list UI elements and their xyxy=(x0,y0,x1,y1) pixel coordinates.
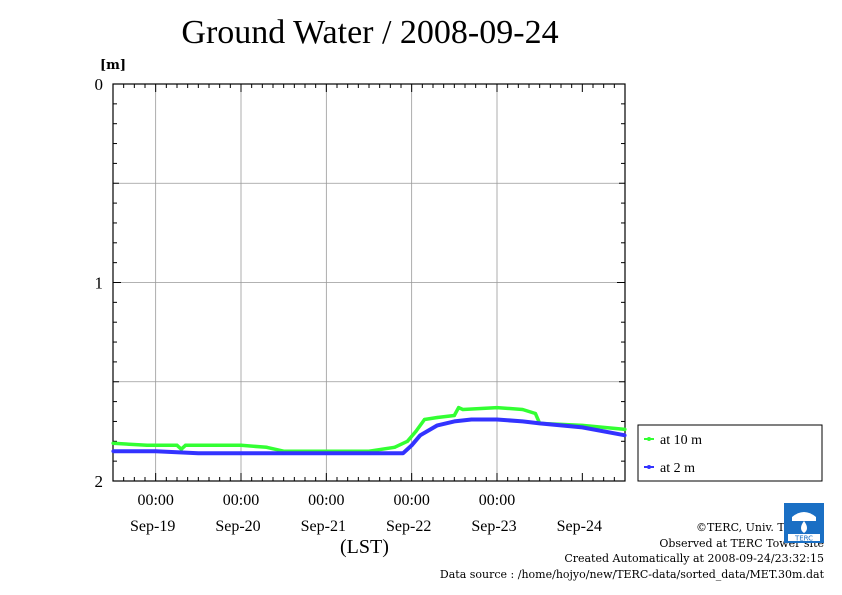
data-point xyxy=(623,427,627,431)
data-point xyxy=(179,447,183,451)
x-date-label: Sep-23 xyxy=(471,518,516,535)
y-tick-label: 0 xyxy=(95,75,104,94)
data-point xyxy=(418,433,422,437)
data-point xyxy=(495,417,499,422)
x-tick-label: 00:00 xyxy=(137,492,173,509)
copyright-text: ©TERC, Univ. Tsukuba xyxy=(695,521,824,534)
created-text: Created Automatically at 2008-09-24/23:3… xyxy=(564,552,824,565)
x-tick-label: 00:00 xyxy=(308,492,344,509)
data-point xyxy=(154,449,158,453)
x-date-label: Sep-19 xyxy=(130,518,175,535)
data-point xyxy=(533,411,538,416)
data-point xyxy=(111,449,115,453)
data-point xyxy=(410,443,414,447)
y-axis-unit-label: [m] xyxy=(100,58,127,73)
data-point xyxy=(435,415,439,420)
data-point xyxy=(538,421,542,426)
time-zone-label: (LST) xyxy=(340,536,389,558)
terc-logo-icon: TERC xyxy=(784,503,824,543)
legend-box xyxy=(637,424,823,482)
data-point xyxy=(521,407,525,412)
data-point xyxy=(213,443,217,447)
chart-title: Ground Water / 2008-09-24 xyxy=(181,14,559,51)
data-point xyxy=(422,417,427,422)
data-point xyxy=(239,451,243,455)
data-point xyxy=(324,451,328,455)
x-date-label: Sep-22 xyxy=(386,518,431,535)
data-point xyxy=(239,443,243,447)
observed-text: Observed at TERC Tower site xyxy=(659,536,824,550)
data-point xyxy=(457,405,461,410)
series-line-at-2m xyxy=(113,417,626,456)
legend-marker xyxy=(647,465,651,469)
y-tick-label: 2 xyxy=(95,472,104,491)
legend-label: at 10 m xyxy=(660,433,702,448)
data-source-text: Data source : /home/hojyo/new/TERC-data/… xyxy=(439,567,824,581)
data-point xyxy=(111,441,115,445)
data-point xyxy=(183,443,188,447)
legend-marker xyxy=(647,437,651,441)
y-tick-label: 1 xyxy=(95,274,104,293)
x-tick-label: 00:00 xyxy=(393,492,429,509)
data-point xyxy=(393,445,397,449)
x-date-label: Sep-20 xyxy=(215,518,260,535)
data-point xyxy=(175,443,179,447)
series-line-at-10m xyxy=(112,405,626,453)
data-point xyxy=(623,433,627,437)
data-point xyxy=(521,419,525,424)
data-point xyxy=(196,451,200,455)
data-point xyxy=(282,451,286,455)
data-point xyxy=(495,405,499,410)
x-tick-label: 00:00 xyxy=(223,492,259,509)
data-point xyxy=(145,443,149,447)
credits-block: ©TERC, Univ. Tsukuba Observed at TERC To… xyxy=(440,520,824,582)
data-point xyxy=(452,419,456,424)
data-point xyxy=(405,439,409,443)
data-point xyxy=(367,451,371,455)
data-point xyxy=(461,407,465,412)
data-point xyxy=(452,413,456,418)
logo-text: TERC xyxy=(794,535,813,543)
legend-label: at 2 m xyxy=(660,461,695,476)
data-point xyxy=(265,445,269,449)
data-point xyxy=(580,425,584,430)
x-date-label: Sep-21 xyxy=(301,518,346,535)
data-point xyxy=(401,451,405,455)
data-point xyxy=(435,423,439,428)
x-date-label: Sep-24 xyxy=(557,518,602,535)
x-tick-label: 00:00 xyxy=(479,492,515,509)
data-point xyxy=(414,429,418,433)
data-point xyxy=(469,417,473,422)
